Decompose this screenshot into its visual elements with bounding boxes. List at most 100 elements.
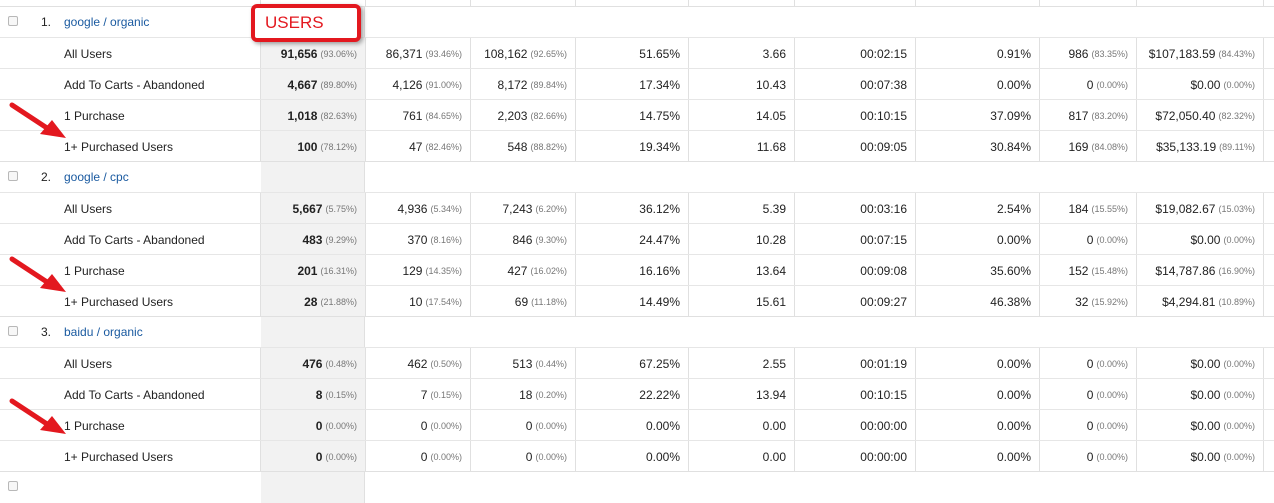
metric-4-cell: 16.16% (576, 255, 689, 286)
segment-name-value: 1+ Purchased Users (64, 294, 174, 309)
group-number: 1. (41, 15, 52, 29)
metric-2-cell: 0 (0.00%) (366, 441, 471, 472)
metric-9-value: $72,050.40 (1155, 108, 1216, 123)
metric-9-cell: $0.00 (0.00%) (1137, 410, 1264, 441)
metric-5-value: 11.68 (756, 139, 786, 154)
column-divider (1136, 0, 1137, 6)
segment-row: Add To Carts - Abandoned 483 (9.29%) 370 (8.… (0, 223, 1274, 255)
users-cell: 100 (78.12%) (261, 131, 366, 162)
metric-7-value: 30.84% (990, 139, 1031, 154)
metric-9-cell: $107,183.59 (84.43%) (1137, 38, 1264, 69)
metric-5-cell: 2.55 (689, 348, 795, 379)
metric-5-value: 5.39 (762, 201, 786, 216)
metric-4-cell: 67.25% (576, 348, 689, 379)
row-checkbox[interactable] (8, 326, 18, 336)
percent-of-total: (15.55%) (1091, 203, 1128, 214)
metric-5-cell: 10.43 (689, 69, 795, 100)
metric-8-value: 169 (1068, 139, 1089, 154)
column-divider (575, 0, 576, 6)
users-value: 5,667 (292, 201, 323, 216)
users-cell: 5,667 (5.75%) (261, 193, 366, 224)
column-divider (794, 0, 795, 6)
group-source-medium-link[interactable]: baidu / organic (64, 325, 143, 339)
metric-2-cell: 7 (0.15%) (366, 379, 471, 410)
metric-4-value: 19.34% (639, 139, 680, 154)
percent-of-total: (21.88%) (320, 296, 357, 307)
red-arrow-icon (9, 256, 66, 292)
group-source-medium-link[interactable]: google / organic (64, 15, 150, 29)
metric-5-value: 15.61 (755, 294, 786, 309)
metric-7-value: 2.54% (996, 201, 1031, 216)
metric-4-value: 16.16% (639, 263, 680, 278)
percent-of-total: (82.46%) (425, 141, 462, 152)
metric-8-value: 32 (1075, 294, 1089, 309)
metric-4-cell: 0.00% (576, 441, 689, 472)
metric-2-value: 86,371 (385, 46, 423, 61)
metric-3-cell: 2,203 (82.66%) (471, 100, 576, 131)
metric-7-cell: 2.54% (916, 193, 1040, 224)
segment-name: All Users (0, 348, 261, 379)
metric-4-cell: 36.12% (576, 193, 689, 224)
users-value: 100 (297, 139, 318, 154)
metric-5-cell: 5.39 (689, 193, 795, 224)
metric-8-cell: 32 (15.92%) (1040, 286, 1137, 317)
percent-of-total: (10.89%) (1218, 296, 1255, 307)
metric-3-cell: 7,243 (6.20%) (471, 193, 576, 224)
metric-8-cell: 169 (84.08%) (1040, 131, 1137, 162)
metric-9-value: $0.00 (1190, 232, 1221, 247)
percent-of-total: (93.46%) (425, 48, 462, 59)
metric-6-value: 00:07:15 (860, 232, 907, 247)
segment-name: 1+ Purchased Users (0, 131, 261, 162)
metric-7-value: 0.91% (996, 46, 1031, 61)
metric-2-cell: 462 (0.50%) (366, 348, 471, 379)
row-checkbox[interactable] (8, 171, 18, 181)
metric-3-value: 8,172 (497, 77, 528, 92)
group-row: 2. google / cpc (0, 161, 1274, 193)
metric-7-value: 46.38% (990, 294, 1031, 309)
metric-7-cell: 46.38% (916, 286, 1040, 317)
metric-5-value: 3.66 (762, 46, 786, 61)
metric-2-value: 370 (407, 232, 428, 247)
metric-9-value: $35,133.19 (1156, 139, 1217, 154)
column-divider (260, 0, 261, 6)
metric-4-cell: 22.22% (576, 379, 689, 410)
metric-3-cell: 0 (0.00%) (471, 410, 576, 441)
group-source-medium-link[interactable]: google / cpc (64, 170, 129, 184)
metric-8-value: 0 (1086, 356, 1094, 371)
percent-of-total: (93.06%) (320, 48, 357, 59)
row-checkbox[interactable] (8, 16, 18, 26)
metric-2-value: 0 (420, 449, 428, 464)
metric-5-cell: 3.66 (689, 38, 795, 69)
metric-4-cell: 51.65% (576, 38, 689, 69)
percent-of-total: (84.43%) (1218, 48, 1255, 59)
segment-name-value: Add To Carts - Abandoned (64, 387, 205, 402)
metric-7-value: 37.09% (990, 108, 1031, 123)
metric-9-value: $4,294.81 (1162, 294, 1216, 309)
percent-of-total: (84.08%) (1091, 141, 1128, 152)
percent-of-total: (5.75%) (325, 203, 357, 214)
metric-6-value: 00:03:16 (860, 201, 907, 216)
metric-2-cell: 370 (8.16%) (366, 224, 471, 255)
segment-name: 1 Purchase (0, 100, 261, 131)
metric-9-cell: $0.00 (0.00%) (1137, 69, 1264, 100)
metric-6-cell: 00:09:05 (795, 131, 916, 162)
metric-8-cell: 0 (0.00%) (1040, 379, 1137, 410)
metric-4-value: 0.00% (645, 449, 680, 464)
metric-8-cell: 817 (83.20%) (1040, 100, 1137, 131)
segment-name-value: All Users (64, 356, 113, 371)
metric-8-value: 986 (1068, 46, 1089, 61)
metric-2-value: 4,126 (392, 77, 423, 92)
metric-3-value: 0 (525, 449, 533, 464)
metric-6-cell: 00:00:00 (795, 441, 916, 472)
metric-9-cell: $0.00 (0.00%) (1137, 224, 1264, 255)
metric-3-value: 427 (507, 263, 528, 278)
percent-of-total: (82.66%) (530, 110, 567, 121)
percent-of-total: (89.11%) (1219, 141, 1255, 152)
metric-3-cell: 846 (9.30%) (471, 224, 576, 255)
users-cell: 0 (0.00%) (261, 441, 366, 472)
metric-8-value: 0 (1086, 418, 1094, 433)
users-value: 476 (302, 356, 323, 371)
percent-of-total: (0.50%) (430, 358, 462, 369)
metric-6-value: 00:01:19 (860, 356, 907, 371)
